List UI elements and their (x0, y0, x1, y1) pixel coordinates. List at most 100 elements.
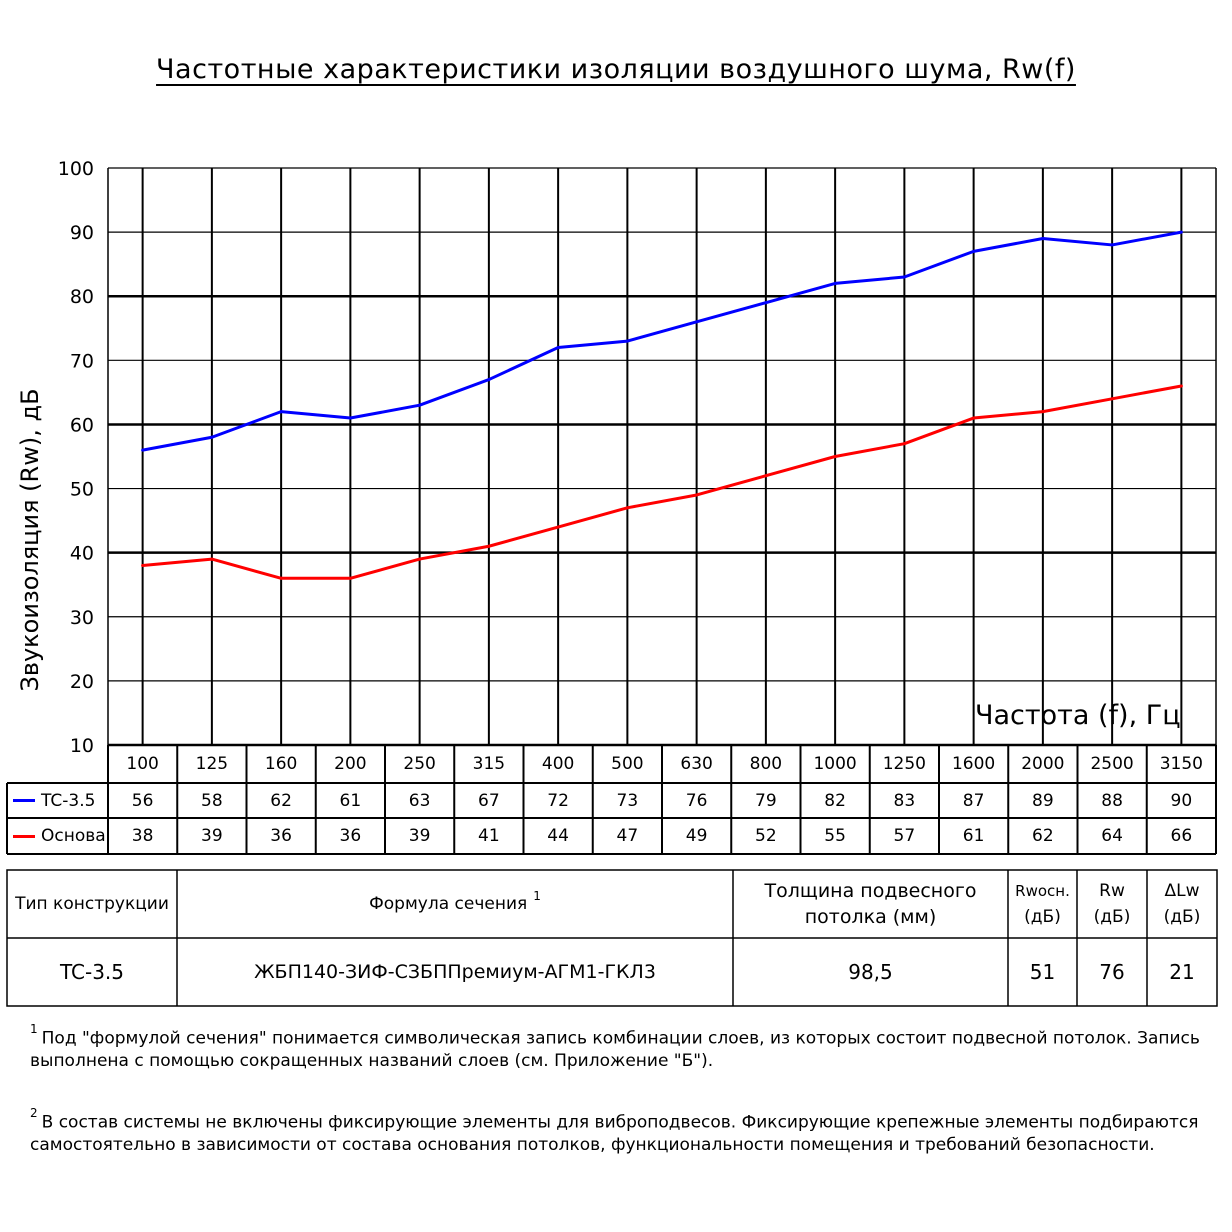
row-formula: ЖБП140-ЗИФ-СЗБППремиум-АГМ1-ГКЛ3 (254, 961, 656, 983)
data-point (902, 442, 906, 446)
data-label: 44 (547, 826, 569, 846)
y-tick-label: 60 (70, 414, 94, 436)
data-point (625, 339, 629, 343)
row-type: TC-3.5 (59, 960, 125, 984)
header-rw-base: Rwосн. (дБ) (1008, 870, 1077, 938)
header-dlw: ΔLw (дБ) (1147, 870, 1217, 938)
header-rw-unit: (дБ) (1093, 907, 1131, 927)
header-rw-label: Rw (1099, 881, 1125, 901)
data-label: 49 (685, 826, 708, 846)
data-point (1179, 230, 1183, 234)
footnote-2-text: В состав системы не включены фиксирующие… (30, 1112, 1199, 1155)
data-point (348, 416, 352, 420)
x-tick-label: 1000 (813, 754, 857, 774)
x-tick-label: 250 (403, 754, 436, 774)
data-point (418, 557, 422, 561)
header-thickness: Толщина подвесного потолка (мм) (764, 880, 977, 928)
series-line-osnova (142, 384, 1182, 580)
data-point (348, 576, 352, 580)
data-label: 41 (478, 826, 500, 846)
data-point (279, 576, 283, 580)
data-point (695, 320, 699, 324)
data-label: 89 (1032, 790, 1054, 811)
x-tick-label: 100 (126, 754, 159, 774)
data-label: 76 (685, 790, 708, 811)
data-point (972, 249, 976, 253)
data-label: 72 (547, 790, 569, 811)
data-label: 66 (1170, 826, 1193, 846)
data-point (902, 275, 906, 279)
legend-entry: Основа (7, 818, 108, 854)
data-point (972, 416, 976, 420)
data-point (764, 301, 768, 305)
data-point (210, 557, 214, 561)
data-label: 58 (201, 790, 223, 811)
x-tick-label: 1250 (882, 754, 926, 774)
header-rw-base-unit: (дБ) (1024, 907, 1061, 927)
data-point (418, 403, 422, 407)
y-tick-label: 100 (58, 158, 94, 180)
data-point (487, 544, 491, 548)
data-label: 79 (755, 790, 777, 811)
legend-swatch (13, 834, 35, 838)
data-point (1041, 410, 1045, 414)
series-lines (141, 230, 1183, 580)
header-dlw-unit: (дБ) (1163, 907, 1201, 927)
header-dlw-label: ΔLw (1164, 881, 1200, 901)
data-label: 62 (1032, 826, 1054, 846)
data-point (1110, 397, 1114, 401)
header-rw-base-label: Rwосн. (1015, 882, 1070, 900)
data-label: 90 (1170, 790, 1193, 811)
footnote-1-text: Под "формулой сечения" понимается символ… (30, 1028, 1200, 1071)
legend-entry: TC-3.5 (7, 783, 108, 818)
y-tick-label: 90 (70, 222, 94, 244)
data-label: 67 (478, 790, 500, 811)
x-tick-label: 500 (611, 754, 644, 774)
data-label: 63 (408, 790, 431, 811)
header-formula: Формула сечения 1 (177, 870, 733, 938)
y-tick-label: 50 (70, 479, 94, 501)
data-label: 61 (339, 790, 362, 811)
legend-label: Основа (41, 826, 106, 846)
x-tick-label: 400 (541, 754, 575, 774)
legend-label: TC-3.5 (41, 790, 96, 811)
data-label: 82 (824, 790, 846, 811)
data-label: 55 (824, 826, 846, 846)
row-dlw: 21 (1169, 960, 1195, 984)
row-rw-base: 51 (1029, 960, 1056, 984)
x-tick-label: 2500 (1090, 754, 1134, 774)
y-tick-label: 40 (70, 543, 94, 565)
data-point (764, 474, 768, 478)
data-label: 36 (339, 826, 362, 846)
data-point (210, 435, 214, 439)
x-tick-label: 315 (472, 754, 506, 774)
series-line-tc-3-5 (142, 230, 1182, 452)
data-point (487, 378, 491, 382)
data-point (1179, 384, 1183, 388)
data-point (556, 346, 560, 350)
data-label: 61 (962, 826, 985, 846)
data-point (695, 493, 699, 497)
x-tick-label: 3150 (1159, 754, 1203, 774)
y-tick-label: 10 (70, 735, 94, 757)
footnote-2-mark: 2 (30, 1106, 38, 1120)
footnote-1: 1 Под "формулой сечения" понимается симво… (30, 1022, 1205, 1072)
data-point (625, 506, 629, 510)
data-point (833, 455, 837, 458)
data-label: 47 (616, 826, 639, 846)
legend-swatch (13, 799, 35, 802)
data-point (1041, 237, 1045, 241)
data-point (1110, 243, 1114, 247)
frequency-table-borders (6, 743, 1217, 855)
x-tick-label: 2000 (1021, 754, 1065, 774)
data-point (556, 525, 560, 529)
y-tick-label: 70 (70, 350, 94, 372)
data-label: 87 (962, 790, 985, 811)
y-tick-label: 80 (70, 286, 94, 308)
x-axis-label: Частота (f), Гц (975, 700, 1181, 731)
data-label: 36 (270, 826, 292, 846)
x-tick-label: 630 (680, 754, 713, 774)
row-thickness: 98,5 (848, 960, 893, 984)
data-label: 88 (1101, 790, 1123, 811)
